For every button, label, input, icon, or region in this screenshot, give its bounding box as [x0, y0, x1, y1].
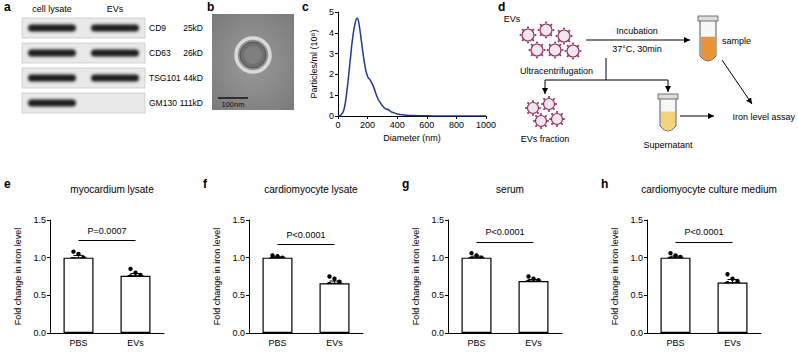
svg-text:c: c [302, 0, 309, 14]
svg-text:P<0.0001: P<0.0001 [486, 227, 525, 237]
svg-text:0: 0 [335, 120, 340, 130]
svg-text:PBS: PBS [666, 338, 684, 348]
svg-text:cell lysate: cell lysate [32, 4, 72, 14]
svg-text:PBS: PBS [69, 338, 87, 348]
svg-text:d: d [498, 0, 505, 14]
svg-text:Fold change in iron level: Fold change in iron level [411, 228, 421, 326]
svg-text:1.5: 1.5 [33, 215, 46, 225]
svg-text:a: a [4, 0, 11, 14]
svg-text:Fold change in iron level: Fold change in iron level [610, 228, 620, 326]
svg-text:f: f [203, 177, 208, 191]
svg-text:PBS: PBS [268, 338, 286, 348]
svg-text:1.5: 1.5 [431, 215, 444, 225]
svg-text:serum: serum [496, 184, 524, 195]
svg-text:4: 4 [329, 28, 334, 38]
svg-text:1.0: 1.0 [232, 253, 245, 263]
svg-text:0.5: 0.5 [630, 290, 643, 300]
svg-text:0.5: 0.5 [431, 290, 444, 300]
svg-text:Iron level assay: Iron level assay [732, 112, 795, 122]
svg-text:Supernatant: Supernatant [643, 140, 693, 150]
svg-text:1.0: 1.0 [630, 253, 643, 263]
svg-text:b: b [207, 0, 214, 14]
svg-text:100nm: 100nm [222, 100, 245, 109]
svg-text:5: 5 [329, 7, 334, 17]
svg-text:0.5: 0.5 [232, 290, 245, 300]
svg-text:cardiomyocyte lysate: cardiomyocyte lysate [264, 184, 358, 195]
svg-text:EVs: EVs [127, 338, 144, 348]
svg-text:0.5: 0.5 [33, 290, 46, 300]
svg-text:CD63: CD63 [149, 48, 171, 58]
svg-text:1.0: 1.0 [431, 253, 444, 263]
svg-text:200: 200 [360, 120, 375, 130]
svg-text:EVs: EVs [107, 4, 124, 14]
svg-text:3: 3 [329, 49, 334, 59]
svg-text:1.0: 1.0 [33, 253, 46, 263]
svg-text:0.0: 0.0 [431, 328, 444, 338]
svg-text:2: 2 [329, 69, 334, 79]
svg-text:800: 800 [449, 120, 464, 130]
svg-text:P<0.0001: P<0.0001 [685, 227, 724, 237]
svg-text:P=0.0007: P=0.0007 [88, 226, 127, 236]
svg-text:P<0.0001: P<0.0001 [287, 230, 326, 240]
svg-text:EVs: EVs [504, 14, 521, 24]
svg-text:Ultracentrifugation: Ultracentrifugation [520, 66, 593, 76]
svg-text:37°C, 30min: 37°C, 30min [612, 44, 662, 54]
svg-text:h: h [601, 177, 608, 191]
svg-text:0.0: 0.0 [232, 328, 245, 338]
svg-text:EVs: EVs [724, 338, 741, 348]
svg-text:Particles/ml (10⁸): Particles/ml (10⁸) [309, 30, 319, 99]
svg-text:EVs: EVs [525, 338, 542, 348]
svg-text:1.5: 1.5 [630, 215, 643, 225]
svg-text:sample: sample [722, 36, 751, 46]
svg-text:Incubation: Incubation [616, 26, 658, 36]
svg-text:1000: 1000 [476, 120, 496, 130]
svg-text:1.5: 1.5 [232, 215, 245, 225]
svg-text:g: g [402, 177, 409, 191]
svg-text:0: 0 [329, 111, 334, 121]
svg-text:25kD: 25kD [183, 23, 203, 33]
svg-text:GM130: GM130 [149, 98, 177, 108]
svg-text:600: 600 [419, 120, 434, 130]
svg-text:e: e [4, 177, 11, 191]
svg-text:EVs: EVs [326, 338, 343, 348]
svg-text:0.0: 0.0 [630, 328, 643, 338]
svg-text:Fold change in iron level: Fold change in iron level [212, 228, 222, 326]
svg-text:cardiomyocyte culture medium: cardiomyocyte culture medium [641, 184, 777, 195]
svg-text:44kD: 44kD [183, 73, 203, 83]
svg-text:Fold change in iron level: Fold change in iron level [13, 228, 23, 326]
svg-text:111kD: 111kD [180, 98, 203, 108]
svg-text:TSG101: TSG101 [149, 73, 181, 83]
svg-text:CD9: CD9 [149, 23, 166, 33]
svg-text:Diameter (nm): Diameter (nm) [383, 133, 441, 143]
svg-text:400: 400 [390, 120, 405, 130]
svg-text:26kD: 26kD [183, 48, 203, 58]
svg-text:EVs fraction: EVs fraction [521, 134, 570, 144]
svg-text:PBS: PBS [467, 338, 485, 348]
svg-text:myocardium lysate: myocardium lysate [70, 184, 154, 195]
svg-text:1: 1 [329, 90, 334, 100]
svg-text:0.0: 0.0 [33, 328, 46, 338]
